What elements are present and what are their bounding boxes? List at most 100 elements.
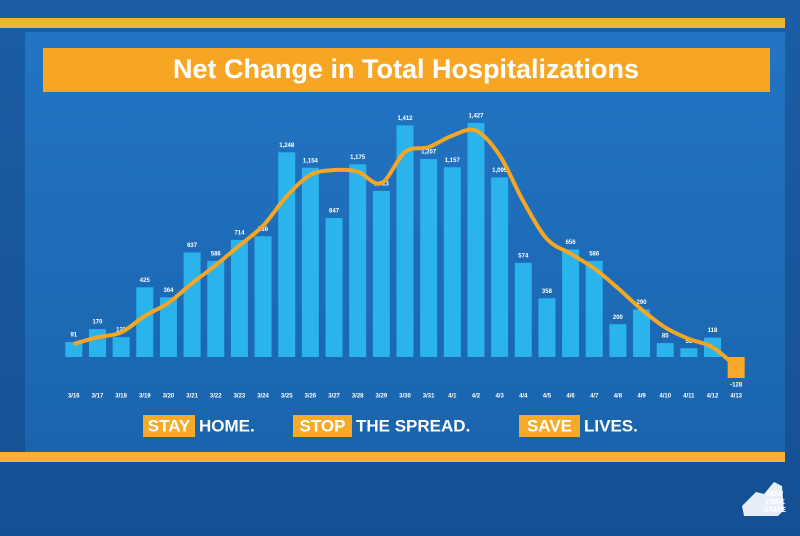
logo-text: NEW xyxy=(767,491,784,498)
x-tick-label: 4/6 xyxy=(566,394,575,400)
x-tick-label: 3/30 xyxy=(399,394,411,400)
bar xyxy=(420,159,438,357)
slogan-highlight-text: SAVE xyxy=(527,416,572,435)
x-tick-label: 3/27 xyxy=(328,394,340,400)
x-tick-label: 3/21 xyxy=(186,394,198,400)
slogan-text: HOME. xyxy=(199,416,255,435)
x-tick-label: 3/24 xyxy=(257,394,269,400)
bar xyxy=(372,190,390,357)
bar xyxy=(65,342,83,357)
data-label: 425 xyxy=(140,278,151,284)
x-tick-label: 3/20 xyxy=(163,394,175,400)
data-label: 1,412 xyxy=(397,116,413,122)
data-label: 1,095 xyxy=(492,168,508,174)
x-tick-label: 4/1 xyxy=(448,394,457,400)
data-label: -128 xyxy=(730,383,743,389)
data-label: 736 xyxy=(258,227,269,233)
data-label: 1,175 xyxy=(350,155,366,161)
bar xyxy=(88,329,106,357)
chart-title: Net Change in Total Hospitalizations xyxy=(173,54,639,84)
bar xyxy=(230,239,248,357)
data-label: 574 xyxy=(518,253,529,259)
x-tick-label: 3/18 xyxy=(115,394,127,400)
bar xyxy=(585,260,603,357)
slogan-text: THE SPREAD. xyxy=(356,416,470,435)
data-label: 586 xyxy=(211,251,222,257)
data-label: 358 xyxy=(542,289,553,295)
data-label: 200 xyxy=(613,315,624,321)
bar xyxy=(301,167,319,357)
data-label: 118 xyxy=(708,328,718,334)
bar xyxy=(136,287,154,357)
bar xyxy=(656,343,674,357)
logo: NEW YORK STATE xyxy=(742,482,786,516)
x-tick-label: 4/3 xyxy=(495,394,504,400)
bar xyxy=(491,177,509,357)
data-label: 290 xyxy=(637,300,648,306)
bar xyxy=(562,249,580,357)
x-tick-label: 3/19 xyxy=(139,394,151,400)
bar xyxy=(514,262,532,357)
data-label: 656 xyxy=(566,240,577,246)
data-label: 714 xyxy=(234,230,245,236)
bar xyxy=(633,309,651,357)
bar xyxy=(112,337,130,357)
slogan-highlight-text: STAY xyxy=(148,416,191,435)
x-tick-label: 4/7 xyxy=(590,394,599,400)
bar xyxy=(467,122,485,357)
x-tick-label: 3/28 xyxy=(352,394,364,400)
x-tick-label: 4/8 xyxy=(614,394,623,400)
x-tick-label: 3/31 xyxy=(423,394,435,400)
x-tick-label: 3/26 xyxy=(305,394,317,400)
x-tick-label: 4/10 xyxy=(659,394,671,400)
plot: 913/161703/171213/184253/193643/206373/2… xyxy=(65,114,745,400)
slogan-highlight xyxy=(519,415,580,437)
bar xyxy=(254,236,272,357)
x-tick-label: 3/17 xyxy=(92,394,104,400)
data-label: 1,157 xyxy=(445,158,461,164)
data-label: 85 xyxy=(662,334,669,340)
bar xyxy=(183,252,201,357)
data-label: 586 xyxy=(589,251,600,257)
bar xyxy=(680,348,698,357)
data-label: 1,154 xyxy=(303,158,319,164)
logo-text: YORK xyxy=(765,499,785,506)
x-tick-label: 4/13 xyxy=(730,394,742,400)
slogan-highlight xyxy=(143,415,195,437)
data-label: 847 xyxy=(329,209,340,215)
x-tick-label: 3/25 xyxy=(281,394,293,400)
logo-text: STATE xyxy=(764,507,786,514)
x-tick-label: 3/16 xyxy=(68,394,80,400)
x-tick-label: 3/23 xyxy=(234,394,246,400)
bar xyxy=(396,125,414,357)
data-label: 1,248 xyxy=(279,143,295,149)
slogan-highlight-text: STOP xyxy=(300,416,346,435)
x-tick-label: 4/2 xyxy=(472,394,481,400)
trend-line xyxy=(73,127,738,369)
data-label: 1,207 xyxy=(421,150,437,156)
x-tick-label: 4/9 xyxy=(637,394,646,400)
footer: STAY HOME. STOP THE SPREAD. SAVE LIVES. xyxy=(143,415,638,437)
bar xyxy=(325,218,343,357)
bar xyxy=(609,324,627,357)
x-tick-label: 3/22 xyxy=(210,394,222,400)
bar xyxy=(207,260,225,357)
bar xyxy=(443,167,461,357)
x-tick-label: 4/4 xyxy=(519,394,528,400)
data-label: 1,427 xyxy=(468,114,484,120)
bar xyxy=(159,297,177,357)
bar xyxy=(349,164,367,357)
data-label: 364 xyxy=(163,288,174,294)
data-label: 53 xyxy=(686,339,693,345)
bar xyxy=(278,152,296,357)
data-label: 170 xyxy=(92,320,103,326)
data-label: 637 xyxy=(187,243,198,249)
logo-shape xyxy=(742,482,784,516)
data-label: 91 xyxy=(70,333,77,339)
x-tick-label: 4/5 xyxy=(543,394,552,400)
x-tick-label: 4/12 xyxy=(707,394,719,400)
x-tick-label: 4/11 xyxy=(683,394,695,400)
x-tick-label: 3/29 xyxy=(376,394,388,400)
bar xyxy=(538,298,556,357)
